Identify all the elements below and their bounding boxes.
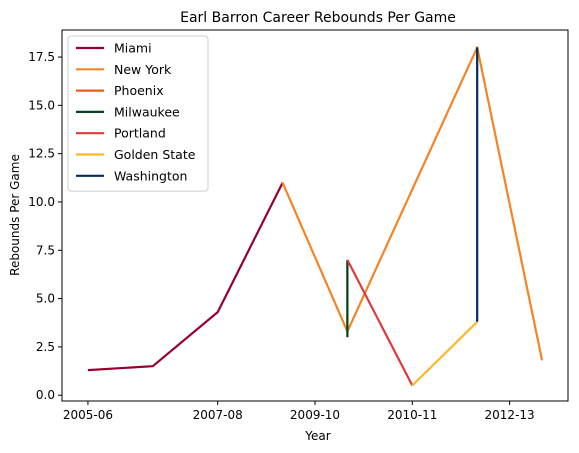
y-axis-ticks: 0.0 2.5 5.0 7.5 10.0 12.5 15.0 17.5 bbox=[28, 50, 62, 402]
legend-label-5: Golden State bbox=[114, 147, 196, 162]
x-axis-label: Year bbox=[304, 429, 330, 443]
series-layer bbox=[87, 46, 544, 387]
y-axis-label: Rebounds Per Game bbox=[8, 154, 22, 276]
legend-box bbox=[67, 35, 209, 192]
legend: Miami New York Phoenix Milwaukee Portland Gol… bbox=[67, 35, 209, 192]
x-tick-label-1: 2007-08 bbox=[193, 408, 243, 422]
y-tick-label-6: 15.0 bbox=[28, 98, 55, 112]
chart-title: Earl Barron Career Rebounds Per Game bbox=[180, 10, 456, 26]
series-line-5 bbox=[411, 321, 478, 387]
y-tick-label-3: 7.5 bbox=[36, 243, 55, 257]
y-tick-label-5: 12.5 bbox=[28, 147, 55, 161]
legend-label-4: Portland bbox=[114, 126, 166, 141]
x-tick-label-0: 2005-06 bbox=[63, 408, 113, 422]
series-line-1 bbox=[281, 46, 544, 361]
x-tick-label-4: 2012-13 bbox=[485, 408, 535, 422]
series-line-4 bbox=[346, 259, 414, 387]
y-tick-label-7: 17.5 bbox=[28, 50, 55, 64]
series-line-0 bbox=[87, 182, 284, 372]
y-tick-label-1: 2.5 bbox=[36, 340, 55, 354]
legend-label-3: Milwaukee bbox=[114, 104, 180, 119]
x-axis-ticks: 2005-06 2007-08 2009-10 2010-11 2012-13 bbox=[63, 401, 535, 422]
x-tick-label-2: 2009-10 bbox=[290, 408, 340, 422]
legend-label-0: Miami bbox=[114, 41, 152, 56]
y-tick-label-2: 5.0 bbox=[36, 292, 55, 306]
legend-label-6: Washington bbox=[114, 168, 187, 183]
y-tick-label-4: 10.0 bbox=[28, 195, 55, 209]
legend-label-1: New York bbox=[114, 62, 172, 77]
x-tick-label-3: 2010-11 bbox=[387, 408, 437, 422]
y-tick-label-0: 0.0 bbox=[36, 388, 55, 402]
legend-label-2: Phoenix bbox=[114, 83, 164, 98]
